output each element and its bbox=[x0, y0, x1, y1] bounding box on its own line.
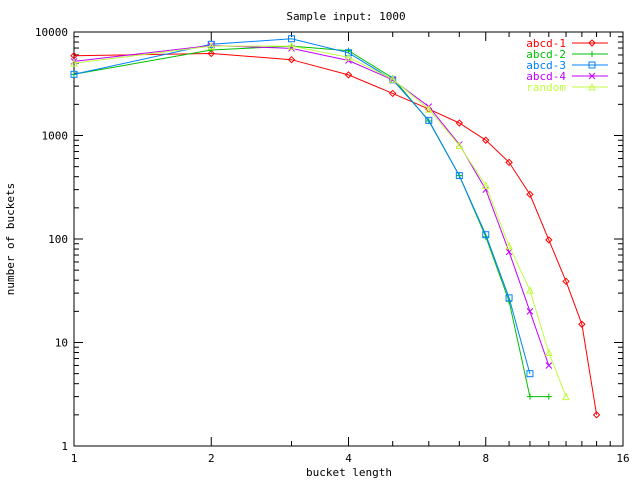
data-point-diamond bbox=[592, 411, 601, 419]
legend-entry: abcd-4 bbox=[526, 70, 608, 83]
data-point-square bbox=[588, 61, 596, 69]
legend-entry: abcd-1 bbox=[526, 37, 608, 50]
x-tick-label: 2 bbox=[208, 452, 215, 465]
data-point-diamond bbox=[344, 71, 353, 79]
data-point-square bbox=[288, 35, 296, 43]
data-point-diamond bbox=[505, 158, 513, 167]
chart-title: Sample input: 1000 bbox=[286, 10, 405, 23]
legend-label: abcd-4 bbox=[526, 70, 566, 83]
data-point-diamond bbox=[388, 89, 397, 98]
series-line bbox=[73, 52, 598, 415]
series-random bbox=[70, 42, 570, 401]
data-point-plus bbox=[526, 393, 533, 400]
legend-entry: abcd-3 bbox=[526, 59, 608, 72]
data-point-square bbox=[207, 40, 215, 48]
data-point-triangle bbox=[287, 42, 296, 50]
y-tick-label: 1 bbox=[61, 440, 68, 453]
legend-label: abcd-3 bbox=[526, 59, 566, 72]
data-point-cross bbox=[588, 72, 596, 80]
data-point-triangle bbox=[388, 75, 397, 83]
cross-stroke bbox=[482, 186, 490, 193]
axis-ticks: 1 2 4 8 16 1 10 100 1000 10000 bbox=[35, 26, 630, 465]
data-point-square bbox=[526, 370, 534, 378]
data-point-cross bbox=[526, 307, 534, 315]
y-tick-label: 10000 bbox=[35, 26, 68, 39]
series-line bbox=[73, 38, 531, 374]
data-point-diamond bbox=[562, 277, 570, 286]
legend-entry: random bbox=[526, 81, 608, 94]
cross-stroke bbox=[526, 307, 534, 315]
data-point-triangle bbox=[70, 59, 78, 67]
x-tick-label: 8 bbox=[482, 452, 489, 465]
data-point-triangle bbox=[207, 42, 216, 50]
plot-frame bbox=[73, 31, 624, 447]
data-point-diamond bbox=[70, 52, 78, 60]
data-point-square bbox=[425, 116, 433, 124]
data-point-triangle bbox=[588, 82, 596, 91]
data-point-diamond bbox=[455, 119, 464, 127]
data-point-square bbox=[505, 294, 513, 302]
series-line bbox=[73, 45, 549, 398]
legend-label: abcd-2 bbox=[526, 48, 566, 61]
data-point-diamond bbox=[578, 320, 586, 328]
y-axis-label: number of buckets bbox=[4, 183, 17, 296]
data-point-triangle bbox=[481, 181, 490, 189]
series-abcd-4 bbox=[70, 42, 553, 369]
cross-stroke bbox=[545, 362, 553, 369]
data-point-diamond bbox=[287, 55, 296, 64]
data-point-square bbox=[455, 172, 463, 180]
data-point-plus bbox=[589, 51, 595, 57]
data-point-diamond bbox=[588, 39, 596, 47]
data-point-diamond bbox=[482, 136, 490, 144]
data-point-plus bbox=[545, 393, 552, 400]
y-tick-label: 1000 bbox=[42, 130, 69, 143]
data-point-triangle bbox=[455, 141, 464, 150]
data-point-diamond bbox=[207, 49, 215, 58]
data-point-diamond bbox=[526, 190, 534, 199]
x-axis-label: bucket length bbox=[306, 466, 392, 479]
series-line bbox=[73, 45, 567, 397]
x-tick-label: 4 bbox=[345, 452, 352, 465]
data-point-triangle bbox=[562, 392, 570, 401]
data-point-cross bbox=[545, 362, 553, 369]
legend-label: random bbox=[526, 81, 566, 94]
x-tick-label: 16 bbox=[616, 452, 629, 465]
data-point-triangle bbox=[526, 286, 534, 294]
series-layer bbox=[70, 35, 601, 419]
series-abcd-3 bbox=[70, 35, 534, 378]
cross-stroke bbox=[588, 72, 596, 80]
x-tick-label: 1 bbox=[71, 452, 78, 465]
data-point-triangle bbox=[544, 348, 553, 357]
series-line bbox=[73, 44, 550, 366]
data-point-plus bbox=[208, 47, 215, 54]
data-point-triangle bbox=[344, 53, 353, 61]
data-point-diamond bbox=[545, 236, 553, 244]
legend-entry: abcd-2 bbox=[526, 48, 608, 61]
y-tick-label: 100 bbox=[48, 233, 68, 246]
data-point-square bbox=[482, 231, 490, 239]
y-tick-label: 10 bbox=[55, 337, 68, 350]
data-point-triangle bbox=[424, 104, 433, 113]
data-point-triangle bbox=[505, 241, 513, 250]
series-abcd-1 bbox=[70, 49, 601, 419]
data-point-square bbox=[345, 49, 352, 57]
legend-label: abcd-1 bbox=[526, 37, 566, 50]
data-point-square bbox=[70, 70, 78, 78]
